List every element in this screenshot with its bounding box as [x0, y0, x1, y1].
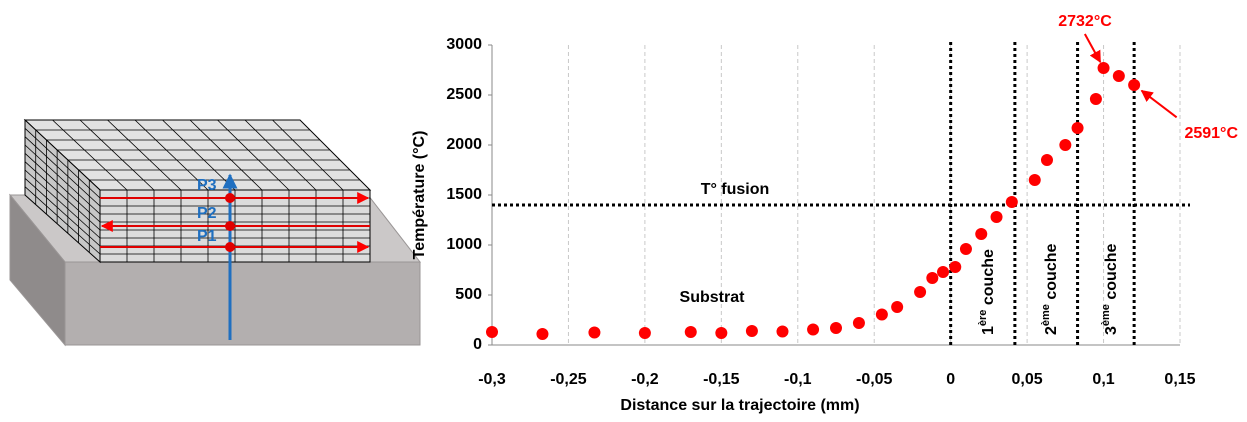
data-point: [975, 228, 988, 240]
mesh-line: [217, 119, 290, 191]
layer-label: 1ère couche: [977, 249, 997, 335]
mesh-line: [24, 169, 101, 239]
layer-label-part: ème: [1100, 304, 1112, 326]
substrate-front: [64, 261, 421, 346]
peak-arrow: [1083, 33, 1102, 64]
data-point: [1059, 139, 1072, 151]
mesh-line: [24, 186, 101, 255]
data-point: [959, 243, 972, 255]
point-label: P3: [197, 177, 217, 194]
layer-label-part: 2: [1043, 326, 1060, 335]
melting-label: T° fusion: [701, 181, 770, 198]
layer-label-part: ème: [1040, 304, 1052, 326]
data-point: [1089, 93, 1102, 105]
data-point: [875, 308, 888, 321]
point-label: P1: [197, 228, 217, 245]
data-point: [891, 301, 904, 313]
mesh-line: [24, 178, 101, 247]
peak-label: 2732°C: [1058, 13, 1112, 30]
x-tick-label: 0,05: [1012, 371, 1043, 388]
x-tick-label: -0,15: [703, 371, 740, 388]
mesh-line: [52, 119, 128, 191]
layer-label-part: couche: [1103, 244, 1120, 305]
data-point: [715, 327, 728, 339]
mesh-line: [24, 144, 101, 215]
x-tick-label: -0,2: [631, 371, 659, 388]
data-point: [852, 317, 865, 329]
point: [225, 193, 235, 203]
data-point: [926, 272, 939, 284]
x-tick-label: -0,1: [784, 371, 812, 388]
point: [225, 221, 235, 231]
y-axis-title: Température (°C): [411, 131, 428, 260]
layer-label-part: 1: [980, 326, 997, 335]
data-point: [1071, 122, 1084, 134]
data-point: [638, 327, 651, 339]
y-tick-label: 2000: [446, 136, 482, 153]
mesh-line: [24, 153, 101, 223]
x-tick-label: -0,25: [550, 371, 587, 388]
data-point: [1097, 62, 1110, 74]
y-tick-label: 0: [473, 336, 482, 353]
data-point: [807, 323, 820, 336]
mesh-line: [272, 119, 344, 191]
y-tick-label: 1000: [446, 236, 482, 253]
data-point: [1112, 70, 1125, 82]
data-point: [684, 326, 697, 338]
mesh-line: [244, 119, 317, 191]
x-tick-label: 0,1: [1092, 371, 1114, 388]
data-point: [914, 286, 927, 298]
data-point: [830, 322, 842, 334]
mesh-line: [24, 136, 101, 207]
x-tick-label: -0,05: [856, 371, 893, 388]
substrate-side: [9, 193, 66, 347]
point-label: P2: [197, 205, 217, 222]
y-tick-label: 500: [455, 286, 482, 303]
y-tick-label: 1500: [446, 186, 482, 203]
data-point: [949, 261, 962, 273]
layer-label-part: 3: [1103, 326, 1120, 335]
layer-label-part: ère: [977, 310, 989, 327]
mesh-line: [24, 128, 101, 199]
data-point: [745, 325, 758, 337]
data-point: [588, 326, 601, 339]
data-point: [1040, 154, 1053, 166]
data-point: [1005, 196, 1018, 208]
mesh-line: [24, 161, 101, 231]
data-point: [536, 328, 549, 340]
block-diagram: P3 P2 P1: [8, 118, 422, 347]
data-point: [1028, 174, 1041, 186]
layer-label-part: couche: [1043, 244, 1060, 305]
y-tick-label: 2500: [446, 86, 482, 103]
x-tick-label: -0,3: [478, 371, 506, 388]
mesh-line: [107, 119, 182, 191]
peak-arrow: [1140, 89, 1178, 119]
chart: Distance sur la trajectoire (mm) Tempéra…: [411, 131, 859, 415]
mesh-line: [134, 119, 209, 191]
layer-label: 3ème couche: [1100, 244, 1120, 336]
layer-label: 2ème couche: [1040, 244, 1060, 336]
region-label: Substrat: [680, 289, 746, 306]
x-tick-label: 0: [946, 371, 955, 388]
data-point: [1128, 79, 1141, 91]
data-point: [990, 211, 1003, 223]
data-point: [486, 326, 498, 338]
point: [225, 242, 235, 252]
peak-label: 2591°C: [1184, 125, 1238, 142]
data-point: [937, 266, 950, 278]
y-tick-label: 3000: [446, 36, 482, 53]
layer-label-part: couche: [980, 249, 997, 310]
x-axis-title: Distance sur la trajectoire (mm): [620, 397, 859, 414]
mesh-line: [189, 119, 263, 191]
mesh-line: [79, 119, 155, 191]
mesh: [24, 119, 370, 262]
data-point: [776, 325, 789, 338]
x-tick-label: 0,15: [1164, 371, 1195, 388]
